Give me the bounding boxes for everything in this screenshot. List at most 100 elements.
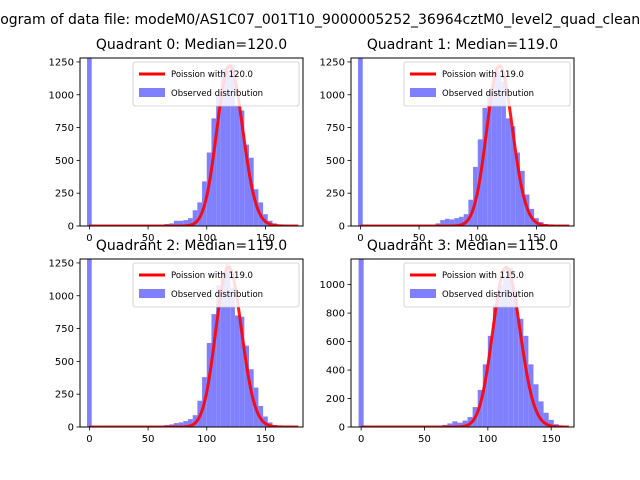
legend-box: [403, 61, 571, 107]
histogram-bar: [496, 71, 502, 226]
x-tick-label: 100: [197, 434, 216, 445]
histogram-bar-zero: [87, 58, 92, 226]
histogram-bar: [244, 144, 250, 226]
legend-label-curve: Poission with 120.0: [171, 70, 253, 80]
legend: Poission with 115.0 Observed distribution: [403, 262, 571, 308]
histogram-bar: [211, 118, 217, 226]
histogram-bar: [239, 316, 245, 427]
x-tick-label: 100: [478, 434, 497, 445]
y-tick-label: 1250: [49, 258, 74, 269]
panel-title: Quadrant 1: Median=119.0: [367, 37, 558, 53]
plot-area: [87, 259, 299, 427]
histogram-bar: [187, 419, 193, 427]
x-tick-label: 50: [142, 434, 155, 445]
y-tick-label: 250: [326, 189, 345, 200]
histogram-bar: [503, 276, 509, 427]
histogram-bar: [548, 419, 554, 427]
panel-title: Quadrant 2: Median=119.0: [96, 238, 287, 254]
histogram-bar: [444, 218, 450, 226]
histogram-bar: [220, 272, 226, 427]
chart-panel-2: 0 50 100 150 0 250 500 750 1000 1250 Poission with…: [49, 238, 304, 445]
histogram-bar: [487, 335, 493, 427]
histogram-bar: [454, 218, 459, 226]
x-tick-label: 50: [413, 233, 426, 244]
y-tick-label: 1250: [49, 57, 74, 68]
y-tick-label: 0: [339, 222, 345, 233]
y-tick-label: 1000: [49, 90, 74, 101]
x-tick-label: 0: [358, 434, 364, 445]
histogram-bar: [462, 420, 468, 427]
plot-area: [87, 58, 299, 226]
y-tick-label: 1000: [320, 90, 345, 101]
histogram-bar: [533, 384, 539, 427]
x-tick-label: 0: [357, 233, 363, 244]
histogram-bar: [510, 126, 516, 226]
x-tick-label: 150: [527, 233, 546, 244]
histogram-bar: [492, 304, 498, 427]
panel-title: Quadrant 3: Median=115.0: [367, 238, 558, 254]
histogram-bar: [220, 68, 226, 226]
y-tick-label: 750: [55, 123, 74, 134]
histogram-bar: [230, 64, 235, 226]
legend: Poission with 119.0 Observed distribution: [403, 61, 571, 107]
y-tick-label: 600: [326, 337, 345, 348]
histogram-bar: [487, 92, 492, 226]
histogram-bar: [515, 152, 521, 226]
panel-title: Quadrant 0: Median=120.0: [96, 37, 287, 53]
legend-label-curve: Poission with 115.0: [442, 271, 524, 281]
histogram-bar: [239, 110, 245, 226]
legend-swatch-hist: [410, 88, 436, 97]
histogram-bar: [183, 220, 188, 226]
x-tick-label: 150: [542, 434, 561, 445]
histogram-bar: [230, 287, 235, 427]
x-tick-label: 100: [468, 233, 487, 244]
y-tick-label: 1250: [320, 57, 345, 68]
poisson-curve: [360, 64, 570, 226]
histogram-bar: [520, 170, 525, 226]
legend-label-curve: Poission with 119.0: [171, 271, 253, 281]
histogram-bar: [508, 267, 514, 427]
chart-panel-1: 0 50 100 150 0 250 500 750 1000 1250 Poission with…: [320, 37, 575, 244]
histogram-bar: [482, 107, 488, 226]
histogram-bar: [452, 421, 458, 427]
histogram-bar: [457, 422, 463, 427]
histogram-bar: [538, 401, 544, 427]
x-tick-label: 150: [256, 434, 275, 445]
axes-frame: [350, 57, 575, 227]
y-tick-label: 0: [68, 423, 74, 434]
chart-panel-0: 0 50 100 150 0 250 500 750 1000 1250 Poission with…: [49, 37, 304, 244]
axes-frame: [79, 258, 304, 428]
x-tick-label: 100: [197, 233, 216, 244]
legend-label-hist: Observed distribution: [442, 89, 534, 99]
histogram-bar: [173, 423, 179, 427]
histogram-bar: [447, 423, 453, 427]
poisson-curve: [89, 64, 299, 226]
histogram-bar: [244, 345, 250, 427]
histogram-bar: [187, 218, 193, 226]
histogram-bar: [449, 219, 455, 226]
chart-panel-3: 0 50 100 150 0 200 400 600 800 1000 Poission with …: [320, 238, 575, 445]
histogram-bar: [216, 94, 221, 226]
histogram-bar: [173, 220, 179, 226]
legend-label-hist: Observed distribution: [442, 290, 534, 300]
histogram-bar: [523, 335, 529, 427]
legend-box: [132, 61, 300, 107]
x-tick-label: 0: [86, 233, 92, 244]
histogram-bar: [440, 220, 445, 226]
legend-swatch-hist: [139, 88, 165, 97]
legend: Poission with 120.0 Observed distribution: [132, 61, 300, 107]
histogram-bar: [505, 118, 511, 226]
axes-frame: [350, 258, 575, 428]
histogram-bar: [192, 210, 198, 226]
plot-area: [358, 259, 570, 427]
histogram-bar: [234, 315, 240, 427]
legend-label-curve: Poission with 119.0: [442, 70, 524, 80]
histogram-bar: [491, 75, 497, 226]
histogram-bar: [543, 412, 549, 427]
y-tick-label: 200: [326, 394, 345, 405]
legend: Poission with 119.0 Observed distribution: [132, 262, 300, 308]
histogram-bar: [482, 364, 488, 427]
histogram-bar: [178, 422, 184, 427]
y-tick-label: 250: [55, 390, 74, 401]
